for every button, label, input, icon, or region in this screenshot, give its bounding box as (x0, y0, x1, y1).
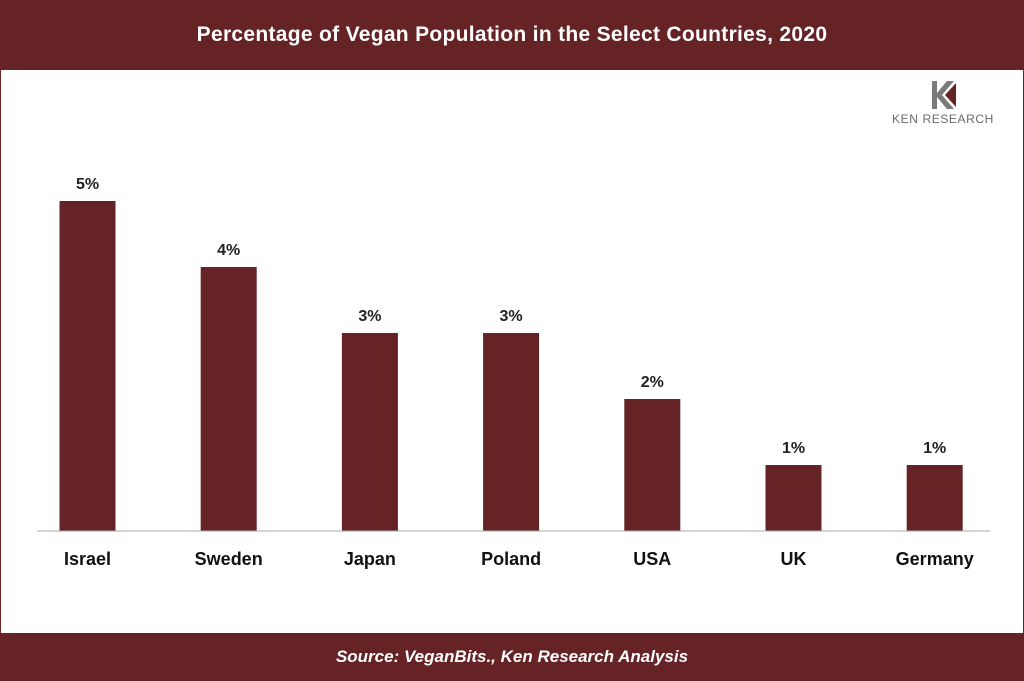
category-label-sweden: Sweden (195, 549, 263, 569)
ken-research-logo-icon (932, 81, 956, 109)
bar-uk (765, 465, 822, 531)
category-label-uk: UK (781, 549, 807, 569)
bars-group: 5% Israel 4% Sweden 3% Japan 3% Poland 2% USA 1% UK… (59, 176, 974, 569)
bar-sweden (200, 267, 257, 531)
bar-japan (341, 333, 398, 531)
source-footer-bar: Source: VeganBits., Ken Research Analysi… (0, 633, 1024, 681)
category-label-israel: Israel (64, 549, 111, 569)
bar-poland (483, 333, 540, 531)
data-label-poland: 3% (500, 308, 523, 325)
data-label-uk: 1% (782, 440, 805, 457)
bar-usa (624, 399, 681, 531)
data-label-sweden: 4% (217, 242, 240, 259)
chart-title-bar: Percentage of Vegan Population in the Se… (0, 0, 1024, 70)
data-label-germany: 1% (923, 440, 946, 457)
category-label-poland: Poland (481, 549, 541, 569)
category-label-usa: USA (633, 549, 671, 569)
data-label-israel: 5% (76, 176, 99, 193)
bar-germany (906, 465, 963, 531)
chart-title: Percentage of Vegan Population in the Se… (196, 23, 828, 46)
data-label-usa: 2% (641, 374, 664, 391)
category-label-japan: Japan (344, 549, 396, 569)
bar-israel (59, 201, 116, 531)
ken-research-logo: KEN RESEARCH (872, 80, 1014, 128)
category-label-germany: Germany (896, 549, 974, 569)
logo-text: KEN RESEARCH (892, 112, 994, 126)
data-label-japan: 3% (358, 308, 381, 325)
source-text: Source: VeganBits., Ken Research Analysi… (335, 647, 689, 666)
